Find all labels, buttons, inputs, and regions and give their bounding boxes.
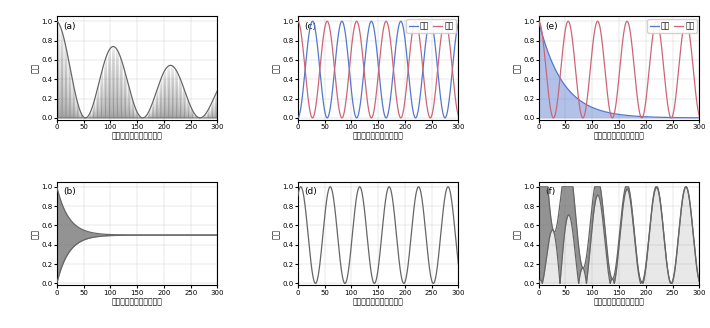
許容 [541, 43, 550, 47]
Y-axis label: 強度: 強度 [31, 63, 40, 73]
禁制 [397, 116, 405, 120]
許容 [300, 75, 309, 79]
Text: (b): (b) [63, 187, 76, 196]
許容 [303, 45, 312, 49]
許容 [613, 112, 621, 116]
禁制 [446, 43, 454, 47]
Y-axis label: 強度: 強度 [272, 63, 281, 73]
Y-axis label: 強度: 強度 [513, 229, 522, 239]
Text: (d): (d) [304, 187, 317, 196]
X-axis label: 遅延時間（フェムト秒）: 遅延時間（フェムト秒） [111, 297, 163, 306]
禁制 [544, 90, 552, 94]
Text: (c): (c) [304, 22, 316, 31]
許容 [294, 115, 302, 119]
Line: 禁制: 禁制 [297, 21, 459, 118]
Line: 禁制: 禁制 [539, 21, 699, 118]
禁制 [293, 19, 302, 23]
禁制 [300, 60, 309, 64]
許容 [454, 21, 463, 25]
許容 [695, 116, 704, 120]
禁制 [325, 24, 334, 28]
X-axis label: 遅延時間（フェムト秒）: 遅延時間（フェムト秒） [353, 132, 403, 140]
許容 [535, 22, 544, 26]
X-axis label: 遅延時間（フェムト秒）: 遅延時間（フェムト秒） [594, 297, 645, 306]
許容 [325, 112, 334, 115]
許容 [544, 51, 552, 55]
許容 [687, 116, 695, 120]
禁制 [566, 24, 574, 28]
Text: (a): (a) [63, 22, 76, 31]
許容 [566, 90, 574, 94]
禁制 [303, 90, 312, 94]
X-axis label: 遅延時間（フェムト秒）: 遅延時間（フェムト秒） [353, 297, 403, 306]
Line: 許容: 許容 [297, 21, 459, 118]
禁制 [294, 20, 302, 24]
許容 [446, 92, 454, 96]
禁制 [687, 43, 695, 47]
禁制 [613, 92, 621, 96]
禁制 [535, 19, 543, 23]
禁制 [541, 60, 550, 64]
Legend: 許容, 禁制: 許容, 禁制 [406, 19, 457, 33]
Text: (e): (e) [545, 22, 558, 31]
許容 [535, 19, 543, 23]
Y-axis label: 強度: 強度 [513, 63, 522, 73]
許容 [372, 43, 381, 47]
禁制 [535, 20, 544, 24]
許容 [293, 116, 302, 120]
Y-axis label: 強度: 強度 [272, 229, 281, 239]
Text: (f): (f) [545, 187, 555, 196]
禁制 [638, 116, 646, 120]
禁制 [372, 92, 381, 96]
禁制 [454, 114, 463, 118]
許容 [397, 19, 405, 23]
Y-axis label: 強度: 強度 [31, 229, 40, 239]
禁制 [695, 114, 704, 118]
Line: 許容: 許容 [539, 21, 699, 118]
X-axis label: 遅延時間（フェムト秒）: 遅延時間（フェムト秒） [594, 132, 645, 140]
X-axis label: 遅延時間（フェムト秒）: 遅延時間（フェムト秒） [111, 132, 163, 140]
Legend: 許容, 禁制: 許容, 禁制 [648, 19, 697, 33]
